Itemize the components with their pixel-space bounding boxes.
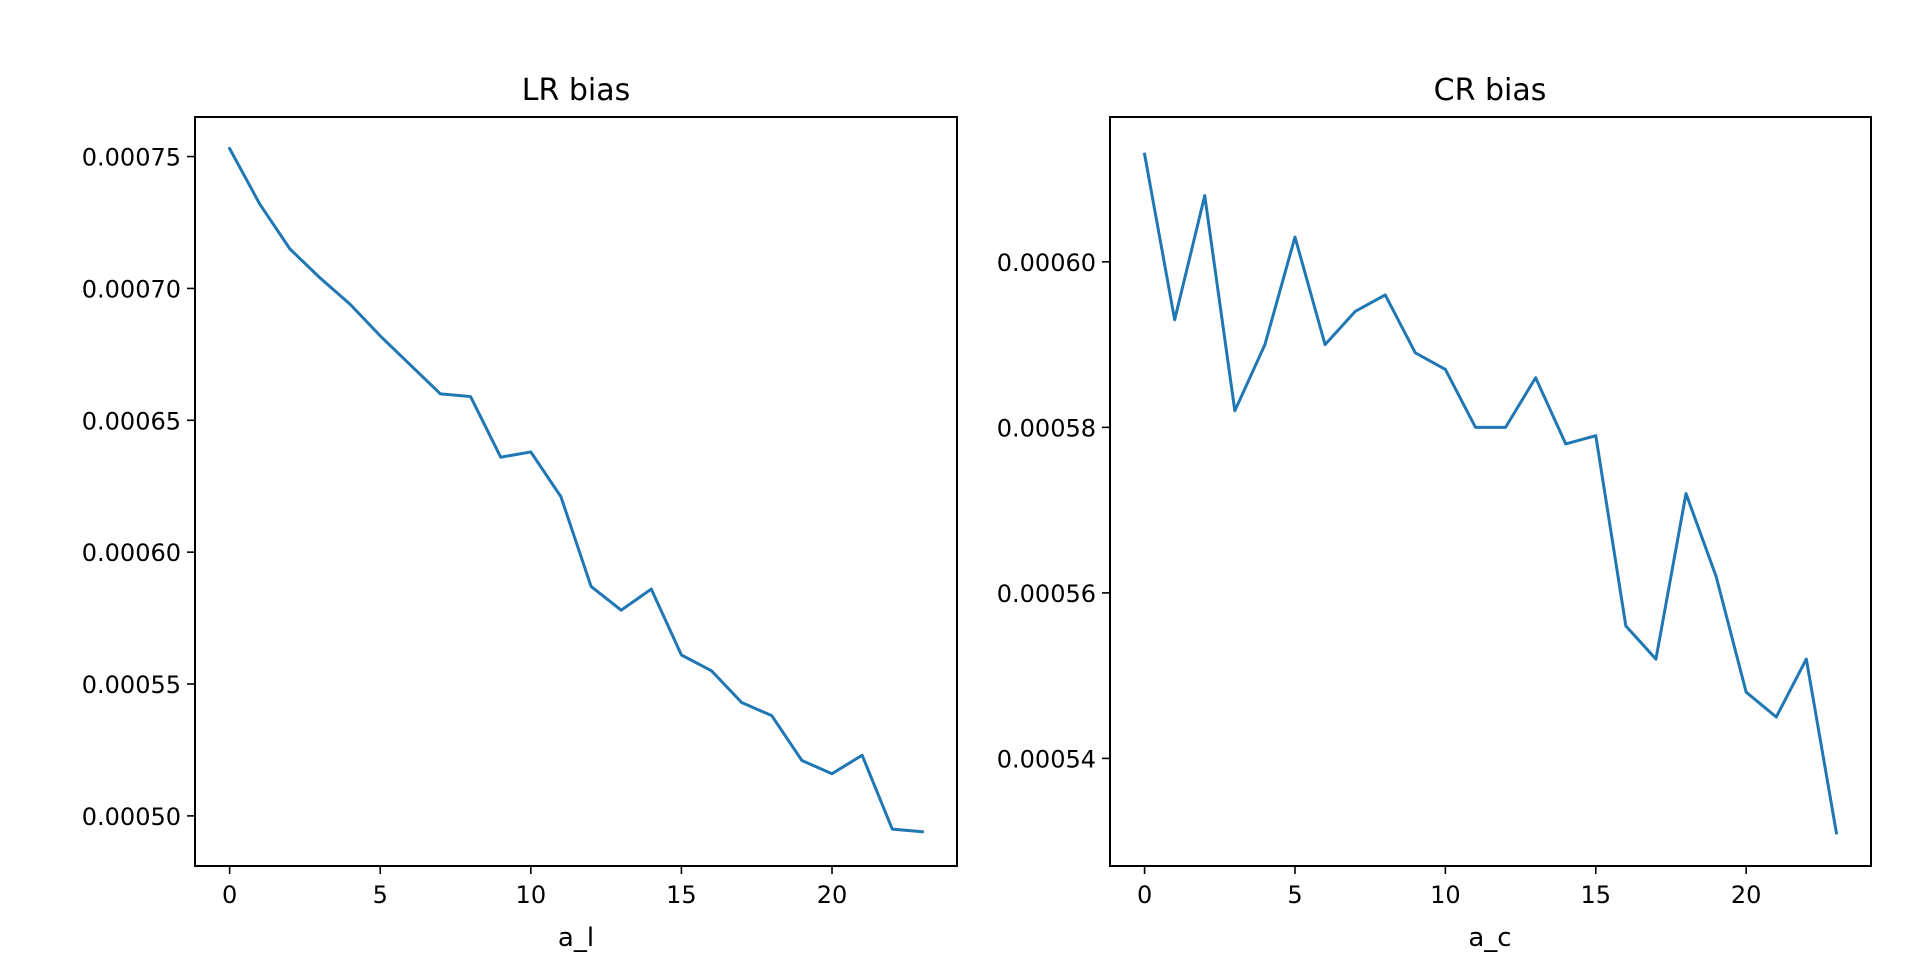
x-tick-label: 10 (1430, 881, 1461, 909)
x-tick-label: 20 (817, 881, 848, 909)
series-line (1142, 152, 1839, 835)
y-tick-label: 0.00075 (82, 144, 181, 172)
y-tick-label: 0.00065 (82, 407, 181, 435)
y-tick-label: 0.00055 (82, 671, 181, 699)
chart-cr-bias: CR bias 0 5 10 15 20 0.00054 0.00056 0.00058 0.0… (997, 73, 1872, 953)
x-axis-label: a_l (558, 923, 594, 953)
y-tick-label: 0.00054 (997, 745, 1096, 773)
series-line (227, 146, 924, 834)
x-axis-label: a_c (1468, 923, 1511, 953)
axes-frame (194, 116, 958, 867)
x-tick-label: 20 (1731, 881, 1762, 909)
y-tick-label: 0.00050 (82, 803, 181, 831)
x-tick-label: 15 (666, 881, 697, 909)
chart-lr-bias: LR bias 0 5 10 15 20 0.00050 0.00055 0.00060 0.0… (82, 73, 958, 953)
marks-group: 0 5 10 15 20 0.00050 0.00055 0.00060 0.00065 0.00… (82, 144, 924, 909)
x-tick-label: 5 (373, 881, 388, 909)
y-tick-label: 0.00060 (82, 539, 181, 567)
axes-frame (1109, 116, 1872, 867)
x-tick-label: 10 (516, 881, 547, 909)
chart-title: LR bias (522, 73, 631, 108)
y-tick-label: 0.00058 (997, 414, 1096, 442)
x-tick-label: 0 (1137, 881, 1152, 909)
x-tick-label: 15 (1581, 881, 1612, 909)
x-tick-label: 5 (1287, 881, 1302, 909)
y-tick-label: 0.00060 (997, 249, 1096, 277)
marks-group: 0 5 10 15 20 0.00054 0.00056 0.00058 0.00060 (997, 152, 1839, 909)
x-tick-label: 0 (222, 881, 237, 909)
chart-title: CR bias (1434, 73, 1547, 108)
y-tick-label: 0.00070 (82, 275, 181, 303)
y-tick-label: 0.00056 (997, 580, 1096, 608)
